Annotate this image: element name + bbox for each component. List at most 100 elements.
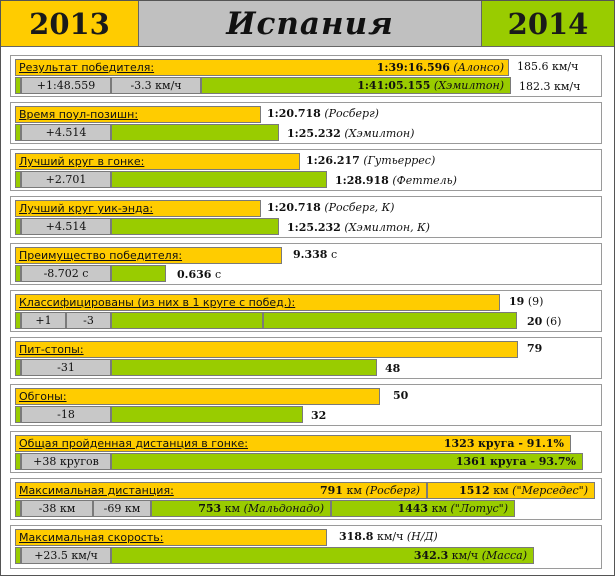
year-2014-header: 2014 <box>481 1 614 47</box>
bar-pole-2014 <box>111 124 279 141</box>
bar-race-lap-2013: Лучший круг в гонке: <box>15 153 300 170</box>
bar-classified-2014-sub <box>111 312 263 329</box>
bar-winner-2014-left-edge <box>15 77 21 94</box>
max-distance-driver-unit-2014: км <box>224 502 241 515</box>
winner-time-2014: 1:41:05.155 <box>357 79 431 92</box>
max-distance-driver-unit-2013: км <box>346 484 362 497</box>
diff-max-distance-team: -69 км <box>93 500 151 517</box>
bar-winner-2013: Результат победителя: 1:39:16.596 (Алонс… <box>15 59 509 76</box>
max-speed-value-2014: 342.3 <box>413 549 449 562</box>
label-max-speed: Максимальная скорость: <box>19 531 164 544</box>
bar-pitstops-2014-left-edge <box>15 359 21 376</box>
diff-overtakes: -18 <box>21 406 111 423</box>
pole-time-2013: 1:20.718 <box>267 107 321 120</box>
max-speed-unit-2013: км/ч <box>376 530 404 543</box>
label-pitstops: Пит-стопы: <box>19 343 84 356</box>
diff-pole: +4.514 <box>21 124 111 141</box>
max-distance-team-name-2014: ("Лотус") <box>450 502 508 515</box>
winner-driver-2014: (Хэмилтон) <box>433 79 504 92</box>
bar-pitstops-2013: Пит-стопы: <box>15 341 518 358</box>
panel-pitstops: Пит-стопы: 79 -31 48 <box>10 337 602 379</box>
label-pole: Время поул-позишн: <box>19 108 139 121</box>
bar-race-lap-2014 <box>111 171 327 188</box>
overtakes-value-2013: 50 <box>393 389 409 402</box>
diff-race-lap: +2.701 <box>21 171 111 188</box>
bar-overtakes-2014-left-edge <box>15 406 21 423</box>
bar-max-distance-team-2013: 1512 км ("Мерседес") <box>427 482 595 499</box>
winner-speed-2013: 185.6 км/ч <box>517 60 579 73</box>
label-overtakes: Обгоны: <box>19 390 67 403</box>
distance-text-2014: круга - 93.7% <box>489 455 576 468</box>
max-speed-name-2013: (Н/Д) <box>406 530 438 543</box>
winner-time-2013: 1:39:16.596 <box>376 61 450 74</box>
weekend-lap-time-2014: 1:25.232 <box>287 221 341 234</box>
bar-weekend-lap-2014-left-edge <box>15 218 21 235</box>
bar-margin-2014 <box>111 265 166 282</box>
margin-unit-2013: с <box>330 248 338 261</box>
diff-winner-time: +1:48.559 <box>21 77 111 94</box>
label-weekend-lap: Лучший круг уик-энда: <box>19 202 154 215</box>
winner-driver-2013: (Алонсо) <box>453 61 504 74</box>
winner-speed-2014: 182.3 км/ч <box>519 80 581 93</box>
panel-weekend-lap: Лучший круг уик-энда: 1:20.718 (Росберг,… <box>10 196 602 238</box>
overtakes-value-2014: 32 <box>311 409 327 422</box>
panel-max-distance: Максимальная дистанция: 791 км (Росберг)… <box>10 478 602 520</box>
max-distance-driver-value-2014: 753 <box>198 502 222 515</box>
panel-classified: Классифицированы (из них в 1 круге с поб… <box>10 290 602 332</box>
distance-text-2013: круга - 91.1% <box>477 437 564 450</box>
diff-winner-speed: -3.3 км/ч <box>111 77 201 94</box>
label-classified: Классифицированы (из них в 1 круге с поб… <box>19 296 296 309</box>
max-distance-driver-name-2013: (Росберг) <box>365 484 420 497</box>
bar-max-distance-driver-2014: 753 км (Мальдонадо) <box>151 500 331 517</box>
pitstops-value-2014: 48 <box>385 362 401 375</box>
bar-max-speed-2014-left-edge <box>15 547 21 564</box>
race-title: Испания <box>226 5 394 42</box>
race-title-header: Испания <box>139 1 481 47</box>
weekend-lap-time-2013: 1:20.718 <box>267 201 321 214</box>
diff-max-distance-driver: -38 км <box>21 500 93 517</box>
bar-weekend-lap-2014 <box>111 218 279 235</box>
bar-max-distance-2014-left-edge <box>15 500 21 517</box>
year-2013-header: 2013 <box>1 1 139 47</box>
bar-race-lap-2014-left-edge <box>15 171 21 188</box>
max-distance-team-unit-2013: км <box>493 484 509 497</box>
diff-classified-b: -3 <box>66 312 111 329</box>
classified-value-2013: 19 <box>509 295 525 308</box>
year-2013-label: 2013 <box>29 6 110 41</box>
panel-winner-result: Результат победителя: 1:39:16.596 (Алонс… <box>10 55 602 97</box>
panel-overtakes: Обгоны: 50 -18 32 <box>10 384 602 426</box>
max-distance-driver-value-2013: 791 <box>320 484 343 497</box>
race-lap-time-2014: 1:28.918 <box>335 174 389 187</box>
max-distance-team-value-2013: 1512 <box>459 484 490 497</box>
max-speed-unit-2014: км/ч <box>451 549 479 562</box>
max-distance-team-name-2013: ("Мерседес") <box>512 484 588 497</box>
margin-value-2013: 9.338 <box>293 248 328 261</box>
bar-pitstops-2014 <box>111 359 377 376</box>
bar-distance-2013: Общая пройденная дистанция в гонке: 1323… <box>15 435 571 452</box>
panel-max-speed: Максимальная скорость: 318.8 км/ч (Н/Д) … <box>10 525 602 569</box>
bar-pole-2013: Время поул-позишн: <box>15 106 261 123</box>
diff-classified-a: +1 <box>21 312 66 329</box>
diff-weekend-lap: +4.514 <box>21 218 111 235</box>
bar-margin-2013: Преимущество победителя: <box>15 247 282 264</box>
diff-distance: +38 кругов <box>21 453 111 470</box>
bar-weekend-lap-2013: Лучший круг уик-энда: <box>15 200 261 217</box>
bar-distance-2014-left-edge <box>15 453 21 470</box>
pitstops-value-2013: 79 <box>527 342 543 355</box>
diff-max-speed: +23.5 км/ч <box>21 547 111 564</box>
max-distance-driver-name-2014: (Мальдонадо) <box>243 502 324 515</box>
margin-value-2014: 0.636 <box>177 268 212 281</box>
race-lap-driver-2014: (Феттель) <box>392 174 457 187</box>
bar-overtakes-2014 <box>111 406 303 423</box>
weekend-lap-driver-2013: (Росберг, К) <box>324 201 395 214</box>
pole-driver-2013: (Росберг) <box>324 107 379 120</box>
classified-value-2014: 20 <box>527 315 543 328</box>
max-distance-team-value-2014: 1443 <box>397 502 429 515</box>
bar-classified-2013: Классифицированы (из них в 1 круге с поб… <box>15 294 500 311</box>
distance-laps-2013: 1323 <box>443 437 475 450</box>
margin-unit-2014: с <box>214 268 222 281</box>
label-race-lap: Лучший круг в гонке: <box>19 155 145 168</box>
max-speed-value-2013: 318.8 <box>339 530 374 543</box>
bar-max-distance-team-2014: 1443 км ("Лотус") <box>331 500 515 517</box>
weekend-lap-driver-2014: (Хэмилтон, К) <box>344 221 430 234</box>
